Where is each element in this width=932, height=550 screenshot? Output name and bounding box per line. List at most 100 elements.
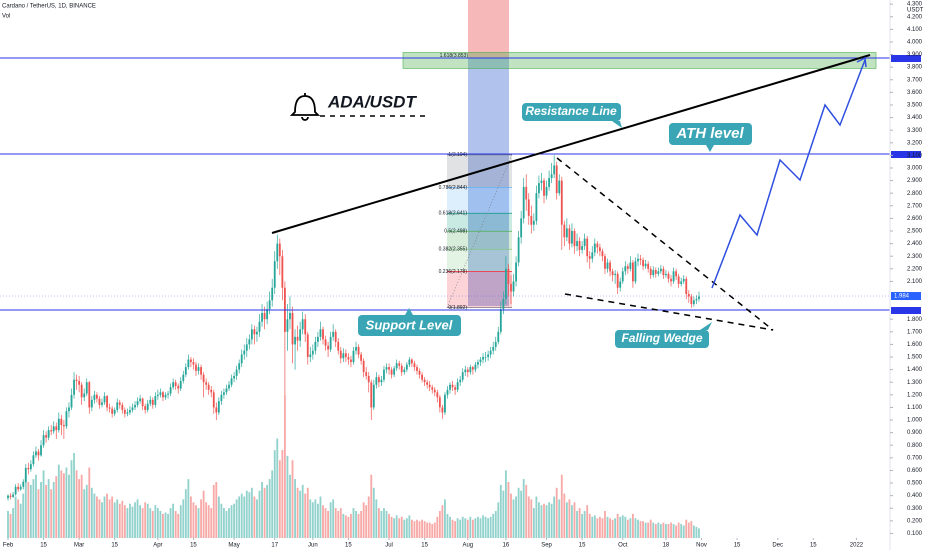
volume-bar — [289, 474, 291, 540]
volume-bar — [217, 496, 220, 540]
candle-body — [230, 378, 233, 385]
candle-body — [403, 369, 406, 373]
x-tick-label: Sep — [541, 543, 552, 549]
resistance-trendline — [271, 54, 871, 234]
candle-body — [240, 354, 243, 364]
pair-label: ADA/USDT — [327, 92, 417, 111]
candle-body — [550, 174, 553, 179]
candle-body — [78, 380, 81, 385]
candle-body — [525, 186, 528, 200]
volume-bar — [19, 503, 22, 540]
candle-body — [248, 339, 251, 345]
candle-body — [454, 387, 457, 390]
candle-body — [586, 238, 589, 257]
candle-body — [365, 372, 368, 376]
candle-body — [172, 382, 175, 388]
x-tick-label: Mar — [74, 543, 84, 549]
candle-body — [286, 319, 289, 332]
volume-bar — [103, 496, 106, 540]
candle-body — [654, 270, 657, 274]
candle-body — [565, 228, 568, 238]
volume-bar — [626, 519, 629, 540]
price-tag — [891, 55, 921, 62]
volume-bar — [78, 479, 81, 540]
volume-bar — [40, 482, 42, 540]
candle-body — [596, 243, 599, 248]
candle-body — [469, 367, 472, 373]
volume-bar — [243, 496, 246, 540]
candle-body — [327, 345, 329, 350]
y-tick-label: 3.700 — [907, 77, 923, 83]
candle-body — [154, 396, 157, 405]
volume-bar — [258, 490, 261, 540]
callout-box — [522, 103, 621, 121]
candle-body — [375, 377, 378, 385]
volume-bar — [426, 522, 429, 540]
volume-bar — [324, 508, 327, 540]
candle-body — [205, 382, 208, 385]
candle-body — [281, 256, 284, 288]
volume-bar — [278, 460, 281, 540]
candle-body — [261, 312, 263, 322]
candle-body — [413, 363, 416, 368]
volume-bar — [131, 506, 134, 540]
candle-body — [527, 199, 530, 216]
candle-body — [243, 350, 246, 355]
volume-bar — [95, 496, 98, 540]
y-tick-label: 2.700 — [907, 203, 923, 209]
volume-bar — [159, 511, 162, 540]
price-tag — [891, 151, 921, 158]
volume-bar — [558, 499, 561, 540]
candle-body — [510, 283, 512, 292]
candle-body — [146, 403, 149, 410]
candle-body — [685, 278, 688, 295]
candle-body — [47, 430, 50, 438]
x-tick-label: 15 — [734, 543, 741, 549]
candle-body — [662, 268, 665, 276]
candle-body — [37, 451, 40, 456]
volume-bar — [510, 493, 512, 540]
volume-bar — [403, 519, 406, 540]
candle-body — [593, 243, 596, 253]
candle-body — [629, 262, 632, 269]
candle-body — [116, 402, 119, 410]
volume-bar — [571, 505, 573, 540]
candle-body — [344, 353, 347, 358]
last-price-label: 1.984 — [894, 294, 910, 300]
volume-bar — [634, 518, 637, 540]
y-tick-label: 1.200 — [907, 392, 923, 398]
candle-body — [461, 372, 464, 380]
candle-body — [27, 467, 30, 470]
volume-bar — [266, 484, 269, 540]
volume-bar — [591, 516, 594, 540]
candle-body — [200, 367, 202, 375]
candle-body — [642, 259, 644, 267]
candle-body — [545, 186, 548, 196]
volume-bar — [583, 511, 586, 540]
projection-path — [711, 59, 866, 289]
volume-bar — [352, 508, 355, 540]
volume-bar — [553, 496, 556, 540]
candle-body — [438, 397, 441, 408]
volume-bar — [550, 503, 553, 540]
volume-bar — [614, 518, 617, 540]
candle-body — [604, 256, 606, 269]
resistance-label: Resistance Line — [525, 104, 617, 118]
volume-bar — [459, 519, 462, 540]
volume-bar — [98, 499, 101, 540]
candle-body — [370, 382, 373, 408]
candle-body — [601, 251, 604, 257]
x-tick-label: Apr — [153, 543, 162, 549]
volume-bar — [304, 493, 307, 540]
volume-bar — [517, 487, 520, 540]
volume-title: Vol — [2, 14, 10, 20]
volume-bar — [466, 519, 469, 540]
volume-bar — [248, 492, 251, 540]
ath-label: ATH level — [675, 125, 744, 142]
volume-bar — [469, 516, 472, 540]
volume-bar — [306, 487, 309, 540]
candle-body — [235, 369, 238, 376]
candle-body — [113, 409, 116, 414]
volume-bar — [108, 499, 111, 540]
volume-bar — [474, 518, 477, 540]
